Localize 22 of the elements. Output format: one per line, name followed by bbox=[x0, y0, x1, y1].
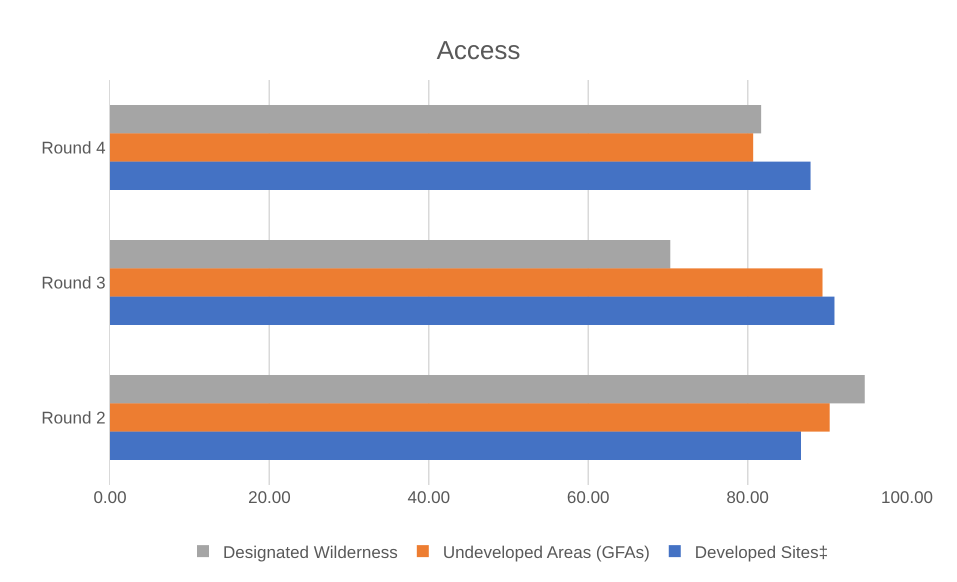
bar bbox=[110, 296, 834, 326]
x-tick-label: 20.00 bbox=[248, 488, 291, 507]
bar bbox=[110, 374, 865, 404]
bar bbox=[110, 104, 762, 134]
legend-label: Designated Wilderness bbox=[223, 542, 398, 562]
bar bbox=[110, 133, 754, 162]
y-tick-label: Round 2 bbox=[41, 408, 106, 428]
legend-label: Developed Sites‡ bbox=[694, 542, 828, 562]
bar bbox=[110, 162, 811, 190]
bar bbox=[110, 403, 830, 432]
x-tick-label: 0.00 bbox=[93, 488, 127, 507]
y-tick-label: Round 3 bbox=[41, 273, 106, 292]
y-tick-label: Round 4 bbox=[41, 138, 106, 158]
x-tick-label: 100.00 bbox=[881, 488, 933, 507]
x-tick-label: 60.00 bbox=[566, 488, 610, 507]
x-tick-label: 40.00 bbox=[408, 488, 450, 507]
bar bbox=[110, 240, 670, 268]
legend-label: Undeveloped Areas (GFAs) bbox=[442, 542, 650, 562]
x-tick-label: 80.00 bbox=[726, 488, 769, 507]
bar bbox=[110, 268, 823, 297]
bar bbox=[110, 432, 801, 460]
chart-title: Access bbox=[436, 34, 520, 65]
